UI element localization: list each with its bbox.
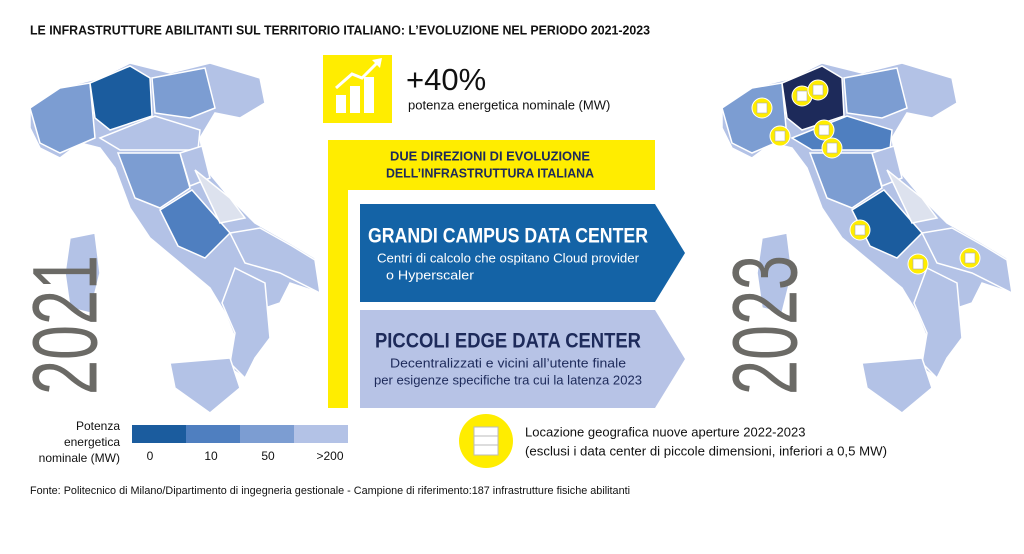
legend-swatch <box>240 425 294 443</box>
region <box>790 115 893 151</box>
legend-tick: 10 <box>204 449 218 463</box>
region <box>98 115 201 151</box>
directions-box <box>328 140 655 190</box>
region <box>89 65 153 131</box>
year-2021: 2021 <box>14 255 116 395</box>
location-pin <box>751 97 773 119</box>
campus-text: Centri di calcolo che ospitano Cloud pro… <box>377 250 640 265</box>
region <box>228 227 321 295</box>
legend-tick: >200 <box>316 449 343 463</box>
location-pin <box>769 125 791 147</box>
region <box>861 357 933 414</box>
region <box>159 189 232 259</box>
directions-title: DUE DIREZIONI DI EVOLUZIONE <box>390 148 590 163</box>
legend-tick: 0 <box>147 449 154 463</box>
arrow-campus <box>360 204 685 302</box>
legend-title: Potenza <box>76 419 120 433</box>
edge-text: per esigenze specifiche tra cui la laten… <box>374 372 642 387</box>
region <box>221 266 271 380</box>
location-pin <box>849 219 871 241</box>
legend-swatch <box>132 425 186 443</box>
legend-title: nominale (MW) <box>39 451 120 465</box>
region <box>808 152 883 209</box>
campus-text: o Hyperscaler <box>386 267 475 282</box>
location-text: (esclusi i data center di piccole dimens… <box>525 443 887 458</box>
location-pin <box>813 119 835 141</box>
legend-title: energetica <box>64 435 120 449</box>
region <box>29 82 96 154</box>
campus-title: GRANDI CAMPUS DATA CENTER <box>368 225 648 248</box>
region <box>851 189 924 259</box>
location-pin <box>807 79 829 101</box>
region <box>116 152 191 209</box>
edge-text: Decentralizzati e vicini all’utente fina… <box>390 355 626 370</box>
location-pin <box>821 137 843 159</box>
arrow-edge <box>360 310 685 408</box>
growth-label: potenza energetica nominale (MW) <box>408 97 610 112</box>
legend-swatch <box>186 425 240 443</box>
region <box>64 232 101 314</box>
yellow-bar <box>328 140 348 408</box>
directions-title: DELL’INFRASTRUTTURA ITALIANA <box>386 165 595 180</box>
title: LE INFRASTRUTTURE ABILITANTI SUL TERRITO… <box>30 22 650 37</box>
legend-tick: 50 <box>261 449 275 463</box>
growth-value: +40% <box>406 62 486 97</box>
region <box>194 169 247 224</box>
region <box>169 357 241 414</box>
year-2023: 2023 <box>714 255 816 395</box>
footer-source: Fonte: Politecnico di Milano/Dipartiment… <box>30 485 630 497</box>
legend-swatch <box>294 425 348 443</box>
region <box>843 67 908 119</box>
region <box>756 232 793 314</box>
location-icon <box>459 414 513 468</box>
edge-title: PICCOLI EDGE DATA CENTER <box>375 330 641 353</box>
map-2021 <box>29 62 321 414</box>
location-pin <box>959 247 981 269</box>
region <box>886 169 939 224</box>
region <box>151 67 216 119</box>
map-2023 <box>721 62 1013 414</box>
location-text: Locazione geografica nuove aperture 2022… <box>525 424 805 439</box>
location-pin <box>907 253 929 275</box>
region <box>913 266 963 380</box>
growth-icon <box>323 55 392 123</box>
